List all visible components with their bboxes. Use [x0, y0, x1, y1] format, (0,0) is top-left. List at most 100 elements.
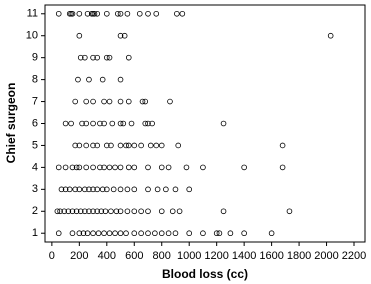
point	[279, 142, 286, 149]
point	[72, 142, 79, 149]
point	[153, 10, 160, 17]
point	[76, 230, 83, 237]
point	[113, 208, 120, 215]
point	[84, 10, 91, 17]
point	[90, 120, 96, 127]
point	[112, 230, 118, 237]
point	[90, 54, 96, 61]
point	[174, 10, 180, 17]
point	[241, 230, 247, 237]
point	[55, 230, 62, 237]
point	[62, 164, 69, 171]
y-tick-label: 9	[32, 52, 38, 64]
point	[94, 142, 100, 149]
point	[101, 164, 107, 171]
point	[90, 164, 96, 171]
point	[123, 230, 129, 237]
point	[145, 208, 151, 215]
point	[108, 208, 114, 215]
point	[82, 186, 88, 193]
point	[99, 76, 106, 83]
point	[69, 10, 76, 17]
point	[94, 54, 100, 61]
point	[101, 120, 107, 127]
point	[138, 142, 144, 149]
point	[136, 10, 143, 17]
point	[90, 186, 96, 193]
point	[200, 230, 206, 237]
point	[102, 208, 109, 215]
x-axis-title: Blood loss (cc)	[162, 267, 248, 281]
point	[66, 186, 73, 193]
point	[183, 164, 190, 171]
point	[91, 10, 98, 17]
y-tick-label: 5	[32, 139, 38, 151]
point	[145, 120, 151, 127]
point	[117, 76, 124, 83]
point	[90, 98, 96, 105]
point	[69, 164, 76, 171]
point	[83, 120, 90, 127]
point	[106, 54, 113, 61]
y-tick-label: 11	[27, 8, 38, 20]
x-tick-label: 400	[98, 250, 116, 262]
point	[86, 186, 92, 193]
point	[104, 54, 110, 61]
point	[101, 98, 107, 105]
point	[124, 186, 131, 193]
point	[106, 98, 113, 105]
point	[175, 142, 182, 149]
point	[117, 164, 124, 171]
point	[68, 120, 74, 127]
point	[65, 208, 72, 215]
point	[76, 10, 83, 17]
point	[94, 10, 100, 17]
point	[104, 186, 110, 193]
point	[84, 230, 91, 237]
point	[167, 98, 173, 105]
point	[76, 32, 83, 39]
point	[117, 120, 124, 127]
point	[172, 186, 179, 193]
point	[169, 208, 176, 215]
point	[152, 230, 158, 237]
point	[186, 186, 193, 193]
point	[86, 208, 92, 215]
point	[154, 186, 161, 193]
x-tick-label: 1000	[177, 250, 201, 262]
point	[216, 230, 223, 237]
point	[142, 98, 149, 105]
point	[90, 230, 96, 237]
point	[286, 208, 293, 215]
point	[165, 164, 172, 171]
point	[99, 186, 106, 193]
point	[120, 120, 127, 127]
point	[142, 120, 149, 127]
x-tick-label: 600	[125, 250, 143, 262]
point	[76, 142, 83, 149]
point	[82, 54, 88, 61]
point	[108, 142, 114, 149]
point	[125, 98, 132, 105]
point	[57, 208, 63, 215]
point	[125, 142, 132, 149]
point	[76, 186, 83, 193]
point	[200, 164, 206, 171]
point	[80, 230, 87, 237]
point	[101, 230, 107, 237]
x-tick-label: 0	[49, 250, 55, 262]
point	[55, 10, 62, 17]
point	[279, 164, 286, 171]
point	[58, 186, 65, 193]
point	[145, 186, 151, 193]
point	[76, 164, 83, 171]
x-tick-label: 1400	[232, 250, 256, 262]
point	[241, 164, 247, 171]
point	[227, 230, 234, 237]
x-tick-label: 800	[153, 250, 171, 262]
point	[158, 208, 165, 215]
point	[97, 120, 103, 127]
point	[62, 186, 69, 193]
point	[149, 120, 155, 127]
